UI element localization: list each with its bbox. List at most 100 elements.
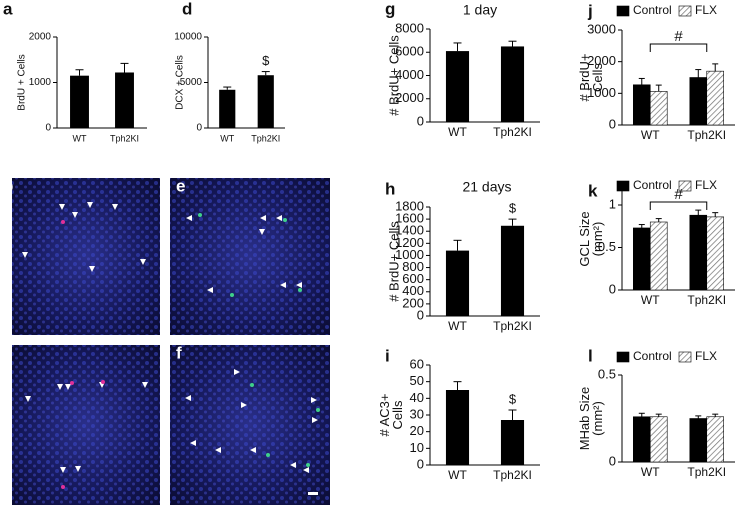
x-tick-label: Tph2KI [110, 133, 139, 143]
y-tick-label: 4000 [395, 67, 424, 82]
annotation: $ [509, 391, 517, 406]
y-tick-label: 800 [402, 259, 424, 274]
y-tick-label: 0 [417, 113, 424, 128]
bar [257, 75, 274, 128]
x-tick-label: WT [641, 128, 660, 142]
y-tick-label: 400 [402, 283, 424, 298]
annotation: $ [262, 53, 270, 68]
x-tick-label: Tph2KI [687, 293, 726, 307]
y-axis-label: (mm²) [590, 401, 605, 436]
y-axis-label: # BrdU+ Cells [386, 35, 401, 116]
y-tick-label: 0 [417, 456, 424, 471]
legend-label: Control [633, 3, 672, 17]
y-tick-label: 8000 [395, 20, 424, 35]
panel-letter: b [3, 176, 13, 195]
y-tick-label: 5000 [180, 77, 203, 88]
y-tick-label: 0 [609, 281, 616, 296]
y-axis-label: GCL Size [577, 211, 592, 266]
bar [500, 46, 525, 122]
y-axis-label: MHab Size [577, 387, 592, 451]
y-tick-label: 6000 [395, 44, 424, 59]
y-tick-label: 10 [410, 440, 424, 455]
bar [632, 416, 651, 463]
y-tick-label: 1000 [587, 85, 616, 100]
micrograph-texture [12, 345, 160, 505]
x-tick-label: WT [220, 133, 234, 143]
bar [689, 77, 708, 126]
bar [689, 214, 708, 291]
bar [445, 250, 470, 316]
y-tick-label: 2000 [29, 32, 52, 43]
x-tick-label: WT [448, 319, 467, 333]
annotation: $ [509, 201, 517, 216]
bracket [649, 43, 708, 52]
legend-swatch [678, 351, 692, 363]
y-tick-label: 30 [410, 406, 424, 421]
y-tick-label: 60 [410, 356, 424, 371]
x-tick-label: WT [73, 133, 87, 143]
y-tick-label: 50 [410, 373, 424, 388]
y-axis-label: (mm²) [590, 222, 605, 257]
annotation: # [674, 186, 683, 203]
x-tick-label: Tph2KI [493, 319, 532, 333]
scale-bar [308, 492, 318, 495]
y-tick-label: 1600 [395, 211, 424, 226]
micrograph-texture [170, 178, 330, 335]
labeled-cells [61, 220, 105, 489]
y-tick-label: 0 [196, 123, 202, 134]
y-tick-label: 0.5 [598, 239, 616, 254]
y-axis-label: BrdU + Cells [17, 54, 28, 110]
y-axis-label: Cells [590, 63, 605, 92]
x-tick-label: Tph2KI [493, 125, 532, 139]
y-tick-label: 2000 [395, 90, 424, 105]
bar [632, 84, 651, 126]
legend-label: FLX [695, 178, 717, 192]
x-tick-label: WT [641, 293, 660, 307]
bar [115, 72, 134, 128]
legend-label: FLX [695, 349, 717, 363]
legend-label: Control [633, 349, 672, 363]
labeled-cells [198, 213, 320, 467]
panel-letter: c [3, 343, 12, 362]
y-tick-label: 20 [410, 423, 424, 438]
bar [445, 390, 470, 465]
bar [219, 89, 236, 128]
panel-letter: a [3, 0, 13, 18]
y-axis-label: Cells [390, 400, 405, 429]
x-tick-label: Tph2KI [493, 468, 532, 482]
legend-label: Control [633, 178, 672, 192]
bar [649, 416, 668, 463]
legend-label: FLX [695, 3, 717, 17]
y-tick-label: 10000 [174, 32, 202, 43]
bar [706, 216, 725, 291]
y-tick-label: 200 [402, 295, 424, 310]
x-tick-label: Tph2KI [687, 465, 726, 479]
y-axis-label: # AC3+ [377, 393, 392, 436]
panel-letter: d [182, 0, 192, 18]
legend-swatch [616, 180, 630, 192]
x-tick-label: Tph2KI [687, 128, 726, 142]
bar [70, 75, 89, 128]
y-tick-label: 0 [609, 116, 616, 131]
y-tick-label: 0 [45, 123, 51, 134]
bar [500, 225, 525, 316]
y-tick-label: 1000 [29, 77, 52, 88]
bar [689, 418, 708, 463]
micrograph-texture [170, 345, 330, 505]
y-tick-label: 3000 [587, 21, 616, 36]
y-tick-label: 1400 [395, 223, 424, 238]
panel-letter: e [176, 176, 185, 195]
y-tick-label: 0 [609, 453, 616, 468]
y-axis-label: # BrdU+ Cells [386, 221, 401, 302]
y-tick-label: 1000 [395, 247, 424, 262]
micrographs [12, 178, 330, 505]
panel-letter: h [385, 179, 395, 198]
legend-swatch [678, 5, 692, 17]
x-tick-label: WT [448, 125, 467, 139]
annotation: # [674, 28, 683, 45]
y-tick-label: 1200 [395, 235, 424, 250]
panel-letter: i [385, 346, 390, 365]
y-axis-label: # BrdU+ [577, 53, 592, 101]
panel-letter: f [176, 343, 182, 362]
